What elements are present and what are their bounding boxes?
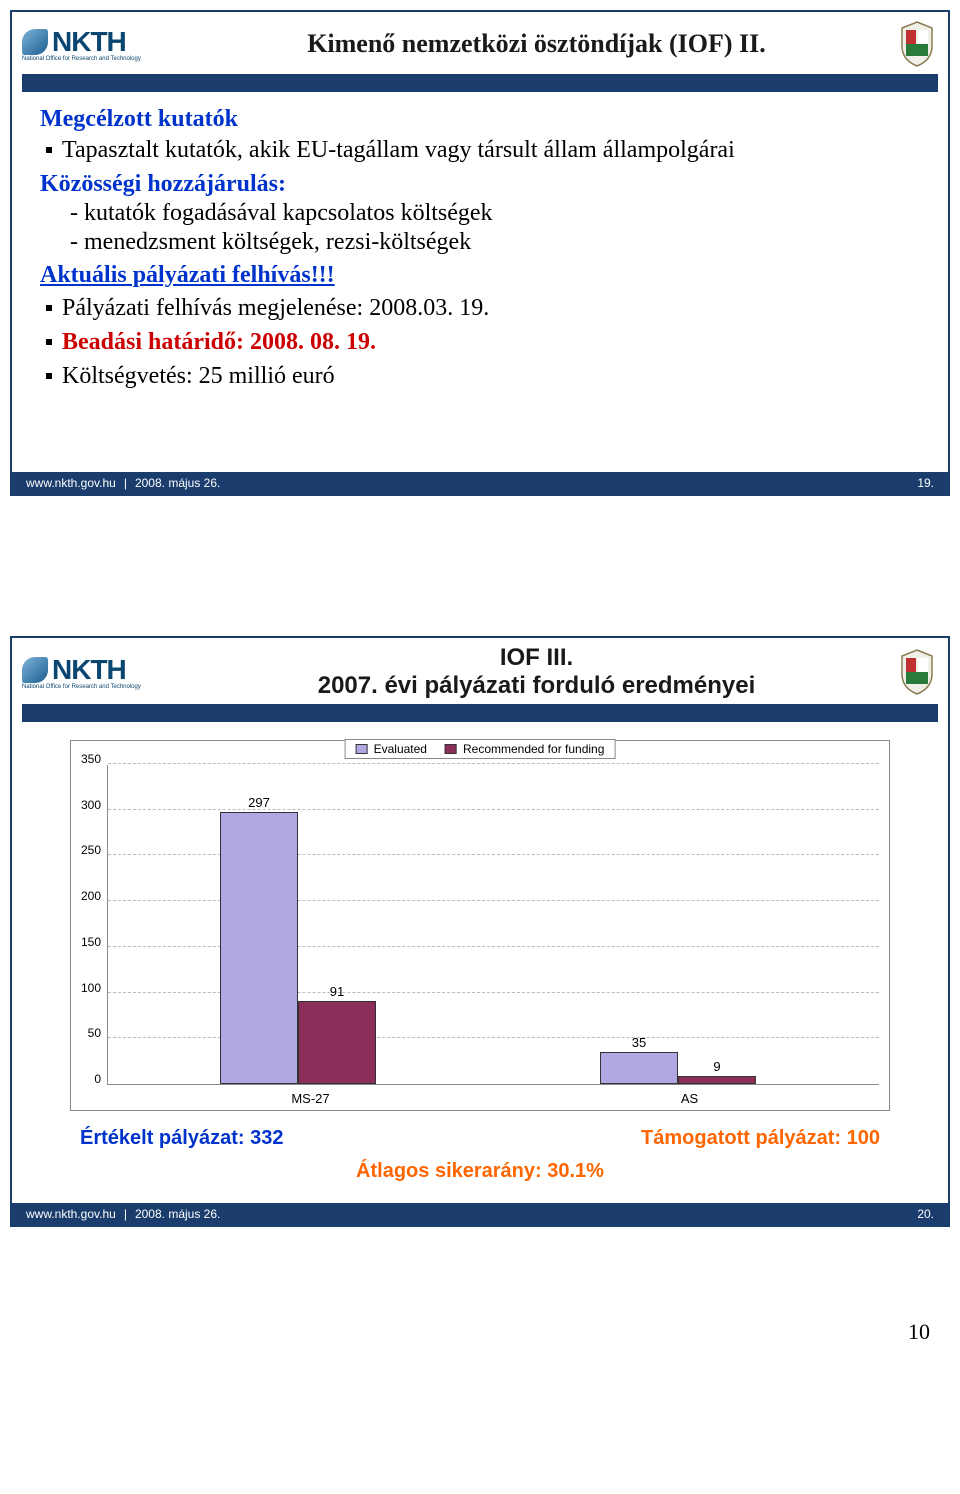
bar: 35 (600, 1052, 678, 1084)
heading-contribution: Közösségi hozzájárulás: (40, 171, 920, 198)
x-tick-label: AS (500, 1091, 879, 1106)
bullet-4: Költségvetés: 25 millió euró (46, 361, 920, 391)
title-line1: IOF III. (500, 644, 573, 671)
bar-value-label: 297 (221, 795, 297, 810)
slide-2: NKTH National Office for Research and Te… (10, 636, 950, 1227)
crest-icon (896, 646, 938, 698)
bullet-icon (46, 339, 52, 345)
swatch-icon (356, 744, 368, 754)
legend-label-2: Recommended for funding (463, 742, 604, 756)
slide-footer: www.nkth.gov.hu | 2008. május 26. 19. (12, 472, 948, 494)
slide-title: Kimenő nemzetközi ösztöndíjak (IOF) II. (177, 29, 896, 59)
bar-group: 359 (600, 1052, 756, 1084)
slide-1: NKTH National Office for Research and Te… (10, 10, 950, 496)
slide-body: Megcélzott kutatók Tapasztalt kutatók, a… (12, 92, 948, 472)
slide-header: NKTH National Office for Research and Te… (12, 638, 948, 700)
call-link[interactable]: Aktuális pályázati felhívás!!! (40, 262, 335, 288)
footer-url: www.nkth.gov.hu (26, 1207, 116, 1221)
footer-date: 2008. május 26. (135, 476, 220, 490)
bar-group: 29791 (220, 812, 376, 1084)
bar-value-label: 9 (679, 1059, 755, 1074)
logo-text: NKTH (52, 26, 126, 58)
logo-icon (22, 657, 48, 683)
heading-researchers: Megcélzott kutatók (40, 106, 920, 133)
gridline (108, 763, 879, 764)
bullet-icon (46, 147, 52, 153)
bar: 297 (220, 812, 298, 1084)
legend-label-1: Evaluated (374, 742, 427, 756)
logo-icon (22, 29, 48, 55)
footer-separator: | (124, 1207, 127, 1221)
header-bar (22, 74, 938, 92)
logo-subtitle: National Office for Research and Technol… (22, 56, 141, 62)
header-bar (22, 704, 938, 722)
bar: 91 (298, 1001, 376, 1084)
bullet-3-text: Beadási határidő: 2008. 08. 19. (62, 327, 376, 357)
footer-page: 19. (917, 476, 934, 490)
bullet-2-text: Pályázati felhívás megjelenése: 2008.03.… (62, 293, 489, 323)
footer-url: www.nkth.gov.hu (26, 476, 116, 490)
bar: 9 (678, 1076, 756, 1084)
bullet-1-text: Tapasztalt kutatók, akik EU-tagállam vag… (62, 135, 735, 165)
bullet-icon (46, 373, 52, 379)
slide-header: NKTH National Office for Research and Te… (12, 12, 948, 70)
chart-legend: Evaluated Recommended for funding (345, 739, 616, 759)
footer-page: 20. (917, 1207, 934, 1221)
title-line2: 2007. évi pályázati forduló eredményei (177, 672, 896, 700)
bullet-icon (46, 305, 52, 311)
slide-body: Evaluated Recommended for funding 350300… (12, 722, 948, 1203)
logo-text: NKTH (52, 654, 126, 686)
footer-separator: | (124, 476, 127, 490)
plot-area: 350300250200150100500 29791359 (81, 765, 879, 1085)
bar-value-label: 91 (299, 984, 375, 999)
logo-subtitle: National Office for Research and Technol… (22, 684, 141, 690)
bullet-3: Beadási határidő: 2008. 08. 19. (46, 327, 920, 357)
summary-row: Értékelt pályázat: 332 Támogatott pályáz… (40, 1127, 920, 1150)
grid-region: 29791359 (107, 765, 879, 1085)
nkth-logo: NKTH National Office for Research and Te… (22, 647, 177, 697)
bullet-1: Tapasztalt kutatók, akik EU-tagállam vag… (46, 135, 920, 165)
legend-recommended: Recommended for funding (445, 742, 604, 756)
y-axis: 350300250200150100500 (81, 765, 107, 1085)
page-number: 10 (908, 1319, 930, 1345)
summary-supported: Támogatott pályázat: 100 (641, 1127, 880, 1150)
nkth-logo: NKTH National Office for Research and Te… (22, 19, 177, 69)
swatch-icon (445, 744, 457, 754)
bullet-2: Pályázati felhívás megjelenése: 2008.03.… (46, 293, 920, 323)
summary-evaluated: Értékelt pályázat: 332 (80, 1127, 283, 1150)
bar-chart: Evaluated Recommended for funding 350300… (70, 740, 890, 1111)
bullet-4-text: Költségvetés: 25 millió euró (62, 361, 335, 391)
legend-evaluated: Evaluated (356, 742, 427, 756)
footer-date: 2008. május 26. (135, 1207, 220, 1221)
slide-footer: www.nkth.gov.hu | 2008. május 26. 20. (12, 1203, 948, 1225)
line-2: - menedzsment költségek, rezsi-költségek (70, 229, 920, 256)
x-tick-label: MS-27 (121, 1091, 500, 1106)
crest-icon (896, 18, 938, 70)
slide-title: IOF III. 2007. évi pályázati forduló ere… (177, 644, 896, 700)
x-axis: MS-27AS (121, 1091, 879, 1106)
summary-average: Átlagos sikerarány: 30.1% (40, 1160, 920, 1183)
line-1: - kutatók fogadásával kapcsolatos költsé… (70, 200, 920, 227)
bar-value-label: 35 (601, 1035, 677, 1050)
